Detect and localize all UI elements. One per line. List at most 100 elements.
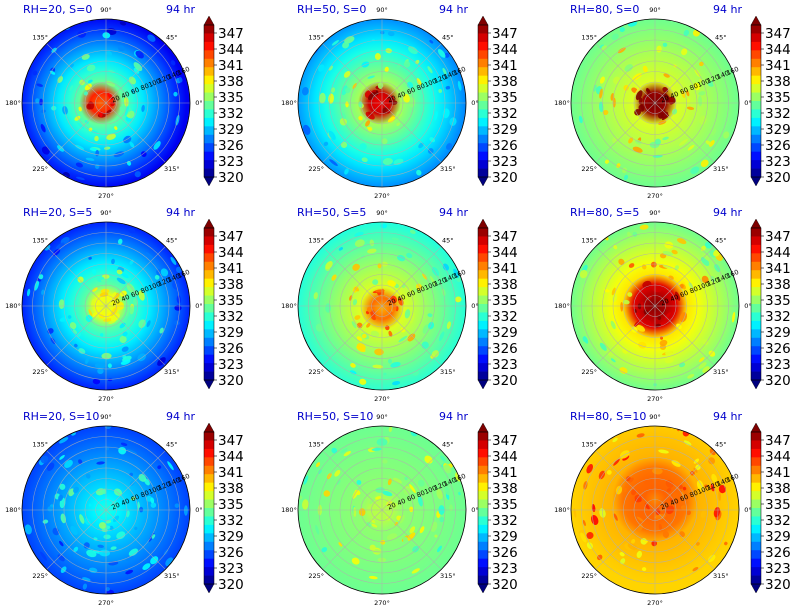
grid-spoke: [46, 43, 107, 104]
colorbar-segment: [478, 295, 488, 305]
field-cell: [586, 531, 594, 540]
colorbar-segment: [204, 84, 214, 93]
field-cell: [175, 70, 182, 76]
colorbar-tick-label: 347: [492, 433, 518, 449]
field-cell: [700, 257, 710, 266]
colorbar-tick-label: 347: [218, 26, 244, 42]
r-tick-label: 40: [396, 497, 407, 508]
colorbar-tick-label: 320: [765, 373, 791, 389]
theta-tick-label: 90°: [376, 209, 388, 217]
colorbar-segment: [478, 524, 488, 534]
field-cell: [392, 380, 401, 386]
field-cell: [419, 526, 425, 534]
colorbar-extend-min: [477, 583, 489, 594]
field-cell: [85, 473, 91, 479]
colorbar-tick-label: 326: [765, 545, 791, 561]
field-cell: [388, 330, 393, 337]
colorbar-segment: [204, 312, 214, 322]
field-cell: [84, 83, 92, 91]
colorbar-segment: [478, 558, 488, 568]
grid-spoke: [46, 509, 107, 570]
colorbar-tick-label: 347: [492, 26, 518, 42]
field-cell: [167, 461, 174, 471]
polar-panel-5: 90°135°180°225°270°315°0°45°204060801001…: [281, 206, 518, 403]
theta-tick-label: 270°: [374, 599, 390, 607]
grid-spoke: [46, 305, 107, 366]
field-cell: [36, 83, 43, 87]
field-cell: [698, 95, 703, 107]
field-cell: [404, 309, 411, 319]
colorbar-segment: [751, 261, 761, 271]
field-cell: [453, 268, 459, 279]
theta-tick-label: 135°: [308, 440, 324, 448]
colorbar-segment: [204, 228, 214, 237]
field-cell: [111, 292, 117, 299]
polar-frame: [297, 18, 467, 188]
field-cell: [116, 277, 126, 285]
field-cell: [636, 516, 644, 523]
field-cell: [323, 490, 331, 497]
field-cell: [713, 506, 721, 518]
field-cell: [438, 331, 445, 342]
theta-tick-label: 270°: [98, 599, 114, 607]
field-cell: [79, 514, 85, 524]
theta-tick-label: 90°: [100, 209, 112, 217]
field-cell: [678, 138, 688, 146]
colorbar-extend-min: [203, 176, 215, 187]
field-cell: [372, 549, 382, 554]
grid-spoke: [595, 246, 656, 307]
field-cell: [114, 126, 118, 130]
field-cell: [58, 299, 65, 309]
field-cell: [445, 85, 451, 90]
field-cell: [371, 523, 378, 528]
field-cell: [116, 531, 126, 540]
panel-time-label: 94 hr: [713, 410, 742, 423]
grid-spoke: [654, 246, 715, 307]
field-cell: [617, 47, 626, 54]
colorbar-tick-label: 335: [765, 293, 791, 309]
field-cell: [41, 146, 50, 155]
colorbar-segment: [478, 41, 488, 51]
colorbar-frame: [750, 227, 762, 381]
theta-tick-label: 90°: [100, 413, 112, 421]
field-cell: [315, 525, 320, 535]
polar-grid: [21, 425, 191, 595]
colorbar-segment: [478, 567, 488, 576]
colorbar-tick-label: 344: [218, 245, 244, 261]
field-cell: [642, 95, 650, 103]
colorbar-segment: [204, 304, 214, 313]
field-cell: [628, 137, 634, 144]
field-cell: [85, 357, 89, 364]
field-cell: [34, 280, 40, 291]
field-cell: [578, 115, 583, 124]
field-cell: [662, 170, 671, 174]
grid-spoke: [654, 450, 715, 511]
field-cell: [318, 64, 325, 72]
colorbar-segment: [204, 92, 214, 102]
colorbar-segment: [204, 270, 214, 280]
field-cell: [613, 513, 618, 521]
theta-tick-label: 0°: [195, 99, 202, 107]
colorbar-segment: [751, 134, 761, 144]
theta-tick-label: 135°: [308, 236, 324, 244]
panel-title: RH=80, S=5: [570, 206, 639, 219]
field-cell: [634, 109, 641, 116]
field-cell: [620, 558, 626, 565]
field-cell: [366, 307, 373, 313]
colorbar-tick-label: 341: [218, 465, 244, 481]
theta-tick-label: 270°: [647, 395, 663, 403]
field-cell: [57, 75, 64, 84]
colorbar-segment: [204, 143, 214, 153]
colorbar-segment: [751, 491, 761, 500]
field-cell: [665, 480, 674, 488]
colorbar-segment: [751, 354, 761, 364]
grid-spoke: [322, 509, 383, 570]
field-cell: [710, 483, 715, 492]
colorbar-tick-label: 326: [218, 341, 244, 357]
field-cell: [611, 287, 616, 296]
field-cell: [664, 241, 674, 249]
field-cell: [178, 76, 183, 83]
field-cell: [303, 475, 309, 485]
colorbar-tick-label: 326: [218, 138, 244, 154]
